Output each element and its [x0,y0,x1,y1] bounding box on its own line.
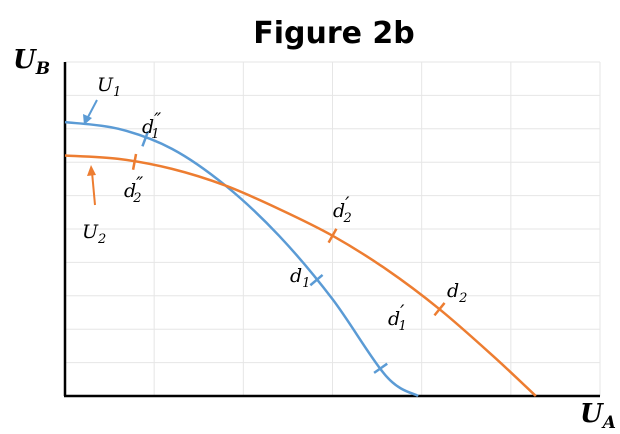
arrowhead-u2 [87,165,96,176]
y-axis-label: UB [13,45,50,79]
label-d2p: d′ 2 [333,193,352,226]
series-layer [64,120,537,398]
arrow-u2 [91,171,96,206]
series-label-u1: U1 [97,74,121,100]
marker-d1 [309,273,324,287]
arrow-u1 [86,99,98,120]
marker-layer [131,130,446,374]
label-d2pp: d″ 2 [124,173,143,206]
series-label-u2: U2 [82,221,106,247]
marker-d2pp [131,153,138,170]
series-line-u2 [64,154,537,397]
label-d1pp: d″ 1 [142,109,161,142]
x-axis-label: UA [580,399,616,433]
label-d2: d2 [447,280,467,306]
marker-d1pp [141,130,150,147]
marker-d1p [373,362,388,374]
label-d1p: d′ 1 [388,301,407,334]
arrowhead-u1 [83,114,92,125]
series-line-u1 [64,120,419,398]
gridlines [65,61,601,396]
label-d1: d1 [290,265,310,291]
chart-title: Figure 2b [253,16,415,51]
marker-d2 [433,302,446,317]
marker-d2p [327,228,338,244]
